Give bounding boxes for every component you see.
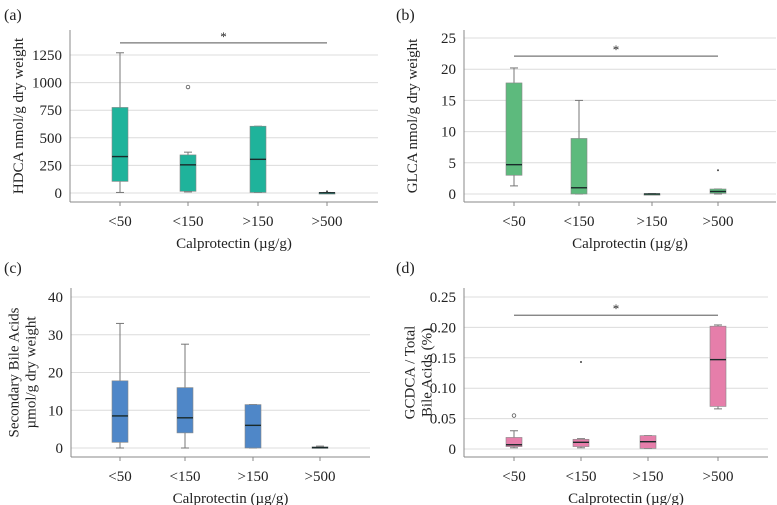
x-tick-label: >500: [305, 469, 336, 485]
y-tick-label: 10: [48, 403, 63, 419]
box-1: [505, 67, 523, 187]
significance-marker: *: [613, 301, 620, 316]
y-axis-title: HDCA nmol/g dry weight: [11, 37, 27, 194]
y-tick-label: 0.15: [430, 351, 456, 367]
box-iqr: [505, 437, 523, 447]
box-1: [111, 322, 129, 449]
x-tick-label: <50: [502, 469, 525, 485]
box-3: [249, 125, 267, 193]
x-tick-label: >500: [312, 214, 343, 230]
y-tick-label: 0.20: [430, 320, 456, 336]
box-iqr: [244, 404, 262, 449]
panel-a: (a) 0 250 500 750 1000 1250 <50 <150 >150 >500 Calp…: [4, 7, 378, 252]
y-tick-label: 30: [48, 328, 63, 344]
y-tick-label: 0: [55, 186, 63, 202]
y-tick-label: 25: [441, 31, 456, 47]
box-4: [709, 324, 727, 410]
x-tick-label: <150: [170, 469, 201, 485]
x-tick-label: >150: [243, 214, 274, 230]
y-tick-label: 40: [48, 290, 63, 306]
x-axis-title: Calprotectin (µg/g): [572, 236, 688, 252]
box-iqr: [111, 380, 129, 443]
extreme-point: [326, 190, 328, 193]
panel-label: (a): [4, 7, 22, 24]
x-tick-label: >500: [703, 469, 734, 485]
box-4: [318, 190, 336, 195]
box-3: [639, 435, 657, 449]
x-tick-label: <50: [502, 214, 525, 230]
box-4: [311, 445, 329, 449]
outlier-point: [511, 413, 517, 418]
box-iqr: [176, 387, 194, 434]
x-tick-label: <150: [173, 214, 204, 230]
x-tick-label: >500: [703, 214, 734, 230]
x-tick-label: >150: [637, 214, 668, 230]
extreme-point: [717, 169, 719, 172]
y-tick-label: 1250: [32, 48, 62, 64]
x-tick-label: <150: [566, 469, 597, 485]
y-tick-label: 10: [441, 125, 456, 141]
y-axis-title: GCDCA / Total: [403, 326, 419, 420]
significance-marker: *: [220, 29, 227, 44]
box-1: [505, 413, 523, 449]
x-tick-label: <50: [108, 469, 131, 485]
x-tick-label: <150: [564, 214, 595, 230]
y-tick-label: 15: [441, 93, 456, 109]
y-axis-title: GLCA nmol/g dry weight: [405, 38, 421, 193]
panel-c: (c) 0 10 20 30 40 <50 <150 >150 >500 Calprotectin …: [4, 260, 370, 505]
y-axis-title: µmol/g dry weight: [24, 316, 40, 429]
extreme-point: [580, 361, 582, 364]
box-2: [570, 99, 588, 195]
box-2: [572, 361, 590, 449]
y-tick-label: 250: [40, 158, 63, 174]
y-tick-label: 0: [449, 187, 457, 203]
box-2: [176, 343, 194, 449]
panel-b: (b) 0 5 10 15 20 25 <50 <150 >150 >500 Calprotectin…: [396, 7, 776, 252]
y-tick-label: 0.25: [430, 290, 456, 306]
box-4: [709, 169, 727, 195]
x-axis-title: Calprotectin (µg/g): [173, 491, 289, 505]
panel-label: (c): [4, 260, 22, 277]
y-tick-label: 750: [40, 103, 63, 119]
box-1: [111, 52, 129, 193]
box-2: [179, 84, 197, 193]
y-tick-label: 0: [56, 441, 64, 457]
panel-label: (d): [396, 260, 415, 277]
y-tick-label: 5: [449, 156, 457, 172]
y-tick-label: 500: [40, 131, 63, 147]
box-iqr: [111, 107, 129, 182]
x-tick-label: >150: [238, 469, 269, 485]
y-tick-label: 0.10: [430, 381, 456, 397]
box-iqr: [709, 325, 727, 407]
panel-label: (b): [396, 7, 415, 24]
y-tick-label: 20: [48, 366, 63, 382]
y-tick-label: 0: [449, 442, 457, 458]
y-axis-title: Secondary Bile Acids: [7, 307, 23, 437]
y-tick-label: 1000: [32, 76, 62, 92]
box-3: [244, 404, 262, 449]
x-axis-title: Calprotectin (µg/g): [568, 491, 684, 505]
x-tick-label: >150: [633, 469, 664, 485]
y-tick-label: 20: [441, 62, 456, 78]
panel-d: (d) 0 0.05 0.10 0.15 0.20 0.25 <50 <150 >150 >500 C…: [396, 260, 768, 505]
x-tick-label: <50: [108, 214, 131, 230]
box-iqr: [570, 138, 588, 195]
box-3: [643, 193, 661, 196]
y-axis-title: Bile Acids (%): [420, 328, 436, 417]
outlier-point: [185, 84, 191, 90]
y-tick-label: 0.05: [430, 412, 456, 428]
box-iqr: [505, 82, 523, 176]
box-iqr: [179, 154, 197, 192]
significance-marker: *: [613, 42, 620, 57]
x-axis-title: Calprotectin (µg/g): [176, 236, 292, 252]
